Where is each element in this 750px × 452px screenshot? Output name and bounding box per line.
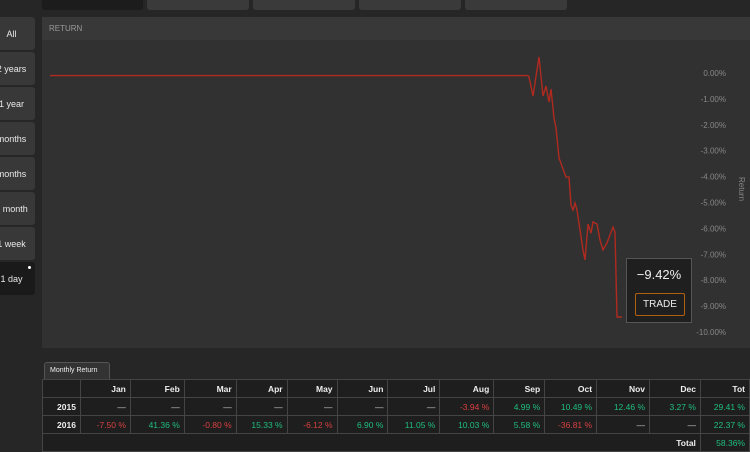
y-tick-label: -9.00%: [701, 302, 726, 311]
y-tick-label: -6.00%: [701, 224, 726, 233]
return-cell: -6.12 %: [286, 415, 338, 434]
year-cell: 2016: [42, 415, 81, 434]
year-cell: 2015: [42, 397, 81, 416]
return-cell: 11.05 %: [387, 415, 441, 434]
top-tab-4[interactable]: [359, 0, 461, 10]
column-header: Jul: [387, 379, 441, 398]
total-spacer: [41, 433, 650, 452]
return-cell: 5.58 %: [493, 415, 546, 434]
column-header: Sep: [493, 379, 546, 398]
return-cell: -36.81 %: [544, 415, 598, 434]
y-tick-label: -8.00%: [701, 276, 726, 285]
return-cell: —: [183, 397, 237, 416]
return-cell: —: [387, 397, 441, 416]
return-cell: 29.41 %: [699, 397, 750, 416]
return-cell: 41.36 %: [129, 415, 185, 434]
chart-tooltip: −9.42% TRADE: [626, 258, 692, 323]
return-cell: 22.37 %: [699, 415, 750, 434]
tab-monthly-return[interactable]: Monthly Return: [44, 362, 110, 379]
range-button-label: months: [0, 133, 27, 144]
y-tick-label: 0.00%: [703, 69, 726, 78]
monthly-return-table: Jan Feb Mar Apr May Jun Jul Aug Sep Oct Nov Dec Tot …: [41, 379, 750, 452]
return-cell: —: [336, 397, 389, 416]
return-cell: —: [235, 397, 288, 416]
total-value: 58.36%: [699, 433, 750, 452]
total-row: Total 58.36%: [41, 433, 750, 452]
column-header: Jun: [336, 379, 389, 398]
active-indicator: [28, 266, 31, 269]
column-header: Oct: [544, 379, 598, 398]
return-cell: 4.99 %: [493, 397, 546, 416]
panel-title: RETURN: [42, 17, 750, 40]
column-header: Feb: [129, 379, 185, 398]
return-chart-panel: RETURN 0.00% -1.00% -2.00% -3.00% -4.00% -5.0…: [42, 17, 750, 348]
range-button[interactable]: 1 day: [0, 262, 35, 295]
total-label: Total: [649, 433, 701, 452]
range-button[interactable]: months: [0, 122, 35, 155]
y-tick-label: -2.00%: [701, 121, 726, 130]
tooltip-value: −9.42%: [636, 267, 682, 282]
return-cell: —: [286, 397, 338, 416]
range-button-label: months: [0, 168, 27, 179]
y-tick-label: -5.00%: [701, 199, 726, 208]
return-cell: —: [596, 415, 651, 434]
range-button[interactable]: 1 year: [0, 87, 35, 120]
range-button-label: 1 month: [0, 203, 28, 214]
return-series-line: [50, 56, 622, 318]
range-button[interactable]: 1 week: [0, 227, 35, 260]
column-header: Mar: [183, 379, 237, 398]
top-tab-3[interactable]: [253, 0, 355, 10]
column-header: Nov: [596, 379, 651, 398]
return-cell: -3.94 %: [439, 397, 495, 416]
column-header: Jan: [79, 379, 131, 398]
return-cell: —: [79, 397, 131, 416]
table-header-row: Jan Feb Mar Apr May Jun Jul Aug Sep Oct Nov Dec Tot: [42, 379, 750, 398]
return-cell: 12.46 %: [596, 397, 651, 416]
return-cell: -7.50 %: [79, 415, 131, 434]
column-header: Aug: [439, 379, 495, 398]
y-tick-label: -7.00%: [701, 250, 726, 259]
return-cell: 3.27 %: [649, 397, 701, 416]
range-button-label: 2 years: [0, 63, 27, 74]
trade-button[interactable]: TRADE: [635, 293, 685, 316]
return-cell: —: [649, 415, 701, 434]
range-button-label: 1 day: [0, 273, 23, 284]
return-cell: 6.90 %: [336, 415, 389, 434]
range-button-label: 1 year: [0, 98, 24, 109]
top-tab-2[interactable]: [147, 0, 249, 10]
return-cell: 15.33 %: [235, 415, 288, 434]
range-button-label: 1 week: [0, 238, 26, 249]
range-button[interactable]: All: [0, 17, 35, 50]
column-header: May: [286, 379, 338, 398]
y-axis-label: Return: [737, 177, 746, 201]
range-button[interactable]: 2 years: [0, 52, 35, 85]
return-chart: 0.00% -1.00% -2.00% -3.00% -4.00% -5.00% -6.00…: [50, 56, 746, 337]
top-tab-1[interactable]: [42, 0, 143, 10]
range-button[interactable]: months: [0, 157, 35, 190]
y-tick-label: -1.00%: [701, 95, 726, 104]
return-cell: 10.03 %: [439, 415, 495, 434]
column-header: [42, 379, 81, 398]
top-tab-5[interactable]: [465, 0, 567, 10]
range-button-label: All: [6, 28, 17, 39]
return-cell: -0.80 %: [183, 415, 237, 434]
y-tick-label: -4.00%: [701, 173, 726, 182]
table-row: 2016 -7.50 % 41.36 % -0.80 % 15.33 % -6.12 % 6…: [42, 415, 750, 434]
column-header: Dec: [649, 379, 701, 398]
y-tick-label: -3.00%: [701, 147, 726, 156]
return-cell: 10.49 %: [544, 397, 598, 416]
range-button[interactable]: 1 month: [0, 192, 35, 225]
table-row: 2015— — — — — — — -3.94 % 4.99 % 10.49 % 12.46 % 3.…: [42, 397, 750, 416]
column-header: Apr: [235, 379, 288, 398]
return-cell: —: [129, 397, 185, 416]
column-header: Tot: [699, 379, 750, 398]
y-tick-label: -10.00%: [696, 328, 726, 337]
